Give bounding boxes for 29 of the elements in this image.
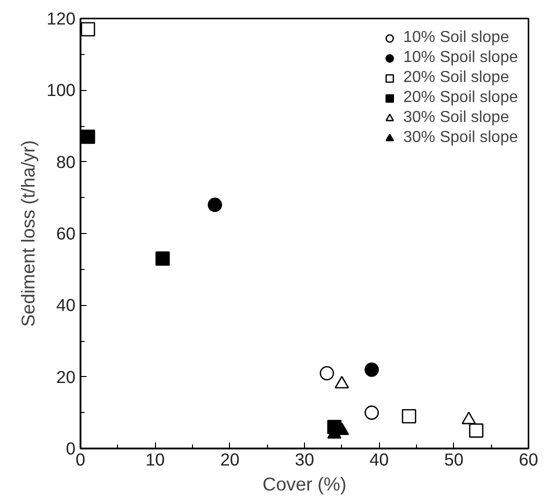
point — [364, 362, 379, 377]
point — [402, 409, 416, 424]
point — [80, 22, 96, 36]
x-axis-title: Cover (%) — [262, 474, 346, 494]
x-tick-label: 30 — [294, 450, 314, 470]
point — [208, 198, 222, 212]
x-tick-label: 50 — [444, 450, 464, 470]
y-tick-label: 20 — [56, 366, 76, 387]
legend-label: 20% Soil slope — [403, 69, 510, 87]
y-axis-title: Sediment loss (t/ha/yr) — [18, 140, 39, 327]
x-tick-label: 10 — [146, 450, 165, 470]
y-tick-label: 60 — [56, 224, 76, 244]
y-tick-label: 120 — [46, 8, 76, 28]
point — [155, 251, 170, 266]
y-tick-label: 100 — [46, 80, 76, 100]
legend-label: 10% Soil slope — [403, 29, 510, 47]
y-tick-label: 40 — [56, 295, 76, 316]
legend-label: 30% Spoil slope — [403, 129, 518, 147]
point — [469, 423, 484, 438]
point — [320, 366, 334, 380]
x-tick-label: 40 — [370, 450, 389, 470]
x-tick-label: 20 — [220, 450, 240, 470]
legend-label: 30% Soil slope — [403, 109, 510, 127]
point — [80, 130, 96, 144]
legend-label: 10% Spoil slope — [403, 49, 518, 67]
legend-label: 20% Spoil slope — [403, 89, 518, 107]
x-tick-label: 60 — [518, 450, 538, 470]
y-tick-label: 80 — [56, 152, 76, 172]
point — [364, 406, 379, 420]
